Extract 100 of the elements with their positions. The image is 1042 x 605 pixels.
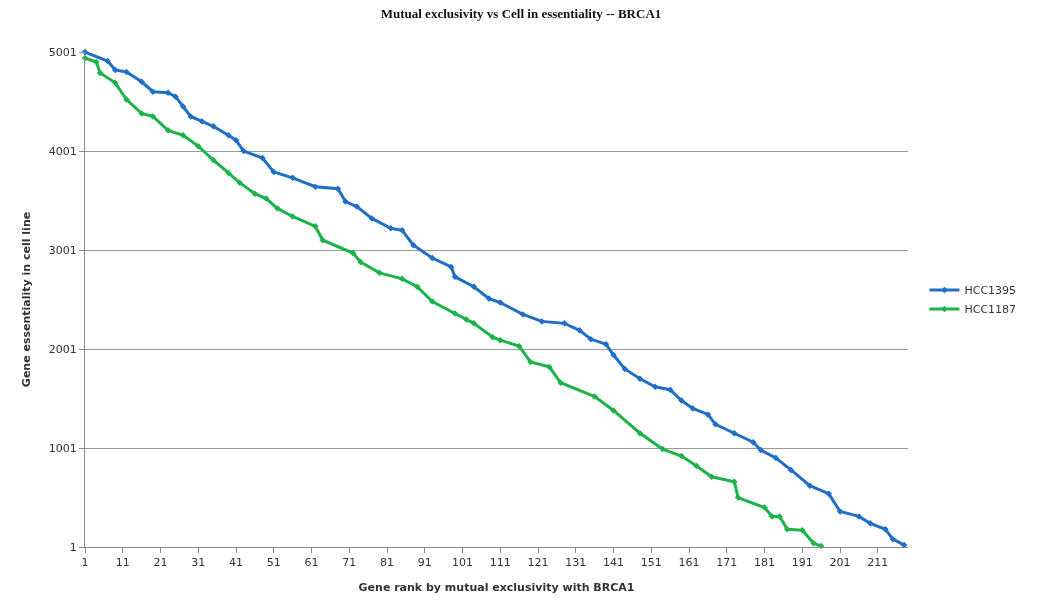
y-tick-label: 1001 (48, 441, 77, 455)
point (882, 526, 889, 533)
point (123, 96, 130, 103)
legend-label: HCC1187 (964, 303, 1017, 317)
x-tick-label: 11 (115, 556, 130, 570)
point (164, 127, 172, 134)
point (349, 249, 357, 257)
point (489, 333, 496, 341)
point (497, 336, 504, 344)
point (138, 110, 145, 117)
point (636, 430, 644, 437)
x-tick-label: 81 (380, 556, 395, 570)
x-tick-label: 121 (527, 556, 549, 570)
x-tick-label: 31 (191, 556, 206, 570)
point (398, 227, 406, 234)
point (497, 299, 504, 306)
x-tick-label: 191 (791, 556, 813, 570)
point (111, 79, 119, 87)
y-tick-label: 2001 (48, 342, 77, 356)
point (312, 223, 319, 230)
point (651, 383, 659, 390)
point (731, 478, 738, 486)
point (587, 335, 595, 343)
point (561, 320, 568, 327)
point (757, 446, 765, 454)
point (210, 123, 217, 130)
point (289, 213, 296, 220)
point (470, 283, 478, 290)
legend-label: HCC1395 (964, 284, 1017, 298)
point (787, 466, 795, 474)
point (187, 113, 194, 120)
x-tick-label: 151 (640, 556, 662, 570)
y-tick-label: 5001 (48, 45, 77, 59)
point (900, 541, 908, 549)
x-tick-label: 71 (342, 556, 357, 570)
point (731, 430, 738, 437)
x-tick-label: 201 (829, 556, 851, 570)
point (708, 473, 715, 481)
point (232, 136, 240, 144)
point (470, 320, 478, 327)
point (447, 263, 455, 271)
y-tick-label: 3001 (48, 243, 77, 257)
point (799, 527, 806, 534)
point (591, 393, 598, 400)
x-axis-title: Gene rank by mutual exclusivity with BRCA1 (358, 581, 635, 595)
x-tick-label: 91 (417, 556, 432, 570)
x-tick-label: 171 (716, 556, 738, 570)
point (889, 535, 897, 543)
x-tick-label: 161 (678, 556, 700, 570)
point (761, 504, 768, 511)
point (312, 183, 319, 190)
point (179, 132, 187, 139)
x-tick-label: 1 (81, 556, 89, 570)
point (666, 386, 674, 393)
x-tick-label: 41 (229, 556, 244, 570)
point (96, 69, 104, 77)
point (576, 327, 583, 334)
x-tick-label: 111 (489, 556, 511, 570)
point (289, 174, 296, 182)
point (678, 397, 685, 404)
x-tick-label: 141 (603, 556, 625, 570)
y-tick-label: 4001 (48, 144, 77, 158)
point (270, 168, 278, 176)
point (138, 78, 145, 86)
point (610, 407, 617, 414)
point (806, 482, 814, 489)
x-tick-label: 181 (754, 556, 776, 570)
point (342, 198, 349, 205)
point (398, 275, 406, 283)
x-tick-label: 131 (565, 556, 587, 570)
x-tick-label: 101 (452, 556, 474, 570)
point (515, 342, 523, 350)
point (602, 340, 610, 348)
point (387, 225, 395, 232)
x-tick-label: 211 (867, 556, 889, 570)
y-tick-label: 1 (69, 540, 77, 554)
point (538, 318, 546, 325)
point (319, 236, 327, 244)
x-tick-label: 61 (304, 556, 319, 570)
x-tick-label: 51 (266, 556, 281, 570)
point (111, 66, 119, 74)
point (772, 454, 780, 462)
y-axis-title: Gene essentiality in cell line (20, 211, 34, 388)
point (825, 490, 832, 497)
point (195, 142, 202, 150)
point (274, 205, 281, 212)
point (251, 190, 259, 197)
point (463, 316, 470, 323)
point (451, 273, 459, 281)
point (172, 93, 179, 100)
x-tick-label: 21 (153, 556, 168, 570)
point (636, 375, 644, 383)
point (621, 365, 629, 373)
point (236, 179, 244, 187)
point (413, 283, 421, 290)
point (712, 421, 719, 428)
point (557, 379, 564, 387)
point (749, 438, 757, 446)
point (225, 132, 232, 139)
chart-title: Mutual exclusivity vs Cell in essentiality -- BRCA1 (380, 6, 662, 22)
